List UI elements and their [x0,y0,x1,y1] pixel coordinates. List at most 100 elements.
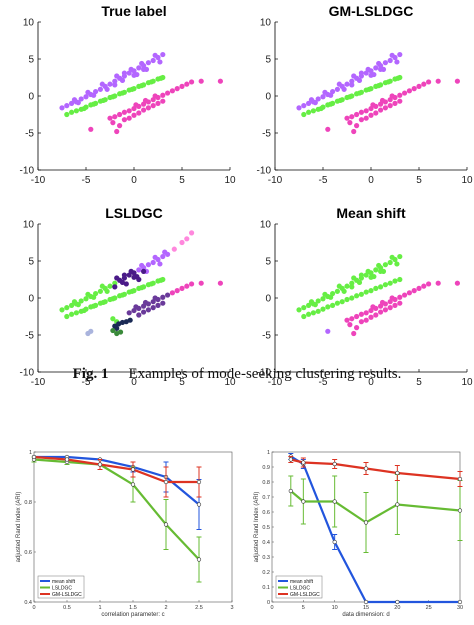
data-point [379,299,386,306]
data-point [387,57,393,64]
data-point [411,288,417,294]
data-point [121,70,127,76]
series-marker [130,467,136,472]
data-point [64,305,70,311]
data-point [366,86,372,92]
data-point [131,274,137,280]
y-tick-label: 1 [267,450,270,456]
data-point [344,283,350,289]
y-tick-label: 0.4 [262,540,270,546]
data-point [162,249,168,255]
data-point [78,298,84,304]
data-point [189,79,195,85]
data-point [126,115,132,121]
data-point [136,312,142,318]
data-point [336,283,342,289]
data-point [354,313,360,320]
data-point [157,59,163,65]
x-tick-label: -10 [268,377,283,388]
data-point [349,316,355,322]
data-point [78,96,84,102]
data-point [406,290,412,296]
x-tick-label: 0 [131,175,137,186]
x-tick-label: 5 [302,605,305,611]
data-point [160,92,166,98]
data-point [344,115,350,121]
data-point [328,92,334,98]
data-point [117,111,123,118]
data-point [152,52,158,58]
data-point [128,66,134,72]
series-marker [301,499,306,504]
series-marker [288,488,293,494]
data-point [310,310,316,316]
data-point [358,272,364,278]
series-marker [301,460,306,465]
x-tick-label: 1.5 [129,605,137,611]
data-point [114,275,120,281]
data-point [114,128,120,135]
data-point [165,90,171,96]
data-point [112,114,118,120]
data-point [349,78,355,84]
data-point [312,100,318,106]
data-point [354,123,360,129]
data-point [127,317,133,323]
legend-entry: mean shift [52,579,76,585]
data-point [107,115,113,121]
series-marker [163,522,169,527]
data-point [426,281,432,287]
x-tick-label: 5 [416,377,422,388]
data-point [347,94,353,100]
data-point [349,295,355,301]
data-point [397,51,403,58]
x-tick-label: 0 [368,175,374,186]
legend-entry: GM-LSLDGC [52,592,82,598]
data-point [351,275,357,281]
data-point [152,254,158,260]
data-point [112,82,118,88]
series-marker [130,482,136,487]
y-tick-label: 0.2 [262,570,270,576]
data-point [397,253,403,260]
data-point [389,52,395,58]
data-point [308,97,315,103]
data-point [75,302,81,308]
series-marker [196,479,202,485]
y-tick-label: 10 [23,220,35,231]
data-point [306,109,312,115]
panel-title: True label [101,3,166,19]
data-point [382,262,388,268]
data-point [296,307,302,313]
data-point [141,66,147,72]
x-tick-label: 10 [461,175,473,186]
data-point [112,284,118,290]
data-point [358,319,364,325]
data-point [104,86,110,92]
y-tick-label: 0.6 [24,550,32,556]
data-point [397,294,403,300]
data-point [358,70,364,76]
data-point [142,97,149,104]
data-point [69,100,75,106]
legend-entry: LSLDGC [52,585,72,591]
data-point [160,98,166,104]
data-point [411,86,417,92]
data-point [155,100,161,106]
series-marker [332,461,337,467]
series-marker [31,454,37,460]
y-axis-label: adjusted Rand Index (ARI) [254,492,260,563]
data-point [363,289,369,295]
data-point [160,253,166,260]
y-tick-label: 0.6 [262,510,270,516]
data-point [141,107,147,113]
data-point [69,109,75,115]
x-tick-label: -10 [31,377,46,388]
y-tick-label: 0.8 [24,500,32,506]
data-point [119,319,126,326]
data-point [91,294,97,300]
data-point [373,110,379,116]
data-point [133,102,139,108]
data-point [59,105,65,111]
